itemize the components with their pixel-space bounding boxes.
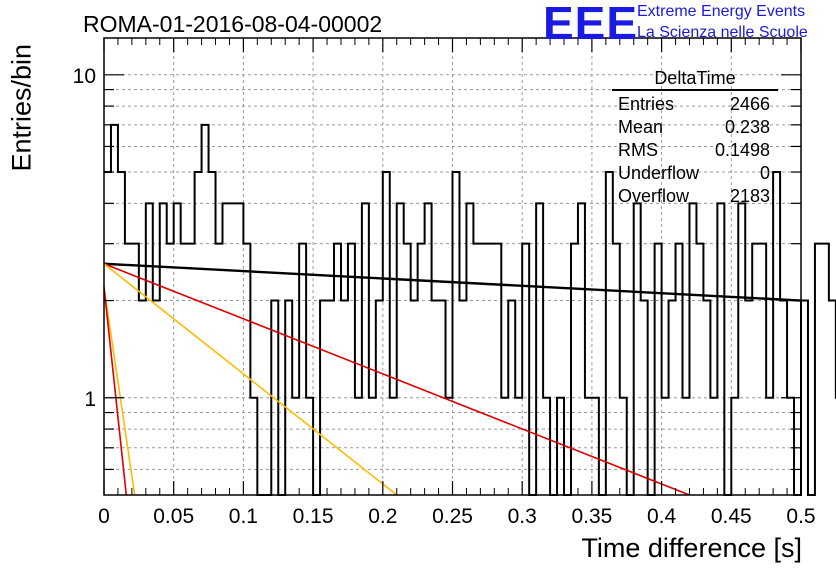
logo-line-1: Extreme Energy Events (637, 3, 806, 20)
stats-label: Entries (618, 94, 675, 114)
stats-divider (612, 89, 778, 91)
y-axis-label: Entries/bin (6, 43, 37, 172)
fit-line (103, 263, 398, 496)
fit-line (103, 262, 802, 302)
stats-value: 0.238 (724, 117, 770, 137)
fit-lines (103, 262, 802, 496)
histogram-series (104, 123, 836, 496)
stats-value: 0.1498 (714, 140, 770, 160)
stats-value: 2183 (729, 186, 770, 206)
stats-label: Overflow (618, 186, 690, 206)
y-tick-label: 1 (84, 388, 96, 411)
stats-value: 2466 (729, 94, 770, 114)
stats-box: DeltaTime Entries 2466 Mean 0.238 RMS 0.… (612, 68, 778, 208)
eee-logo: EEE (543, 0, 639, 49)
chart-title: ROMA-01-2016-08-04-00002 (83, 11, 383, 37)
y-tick-label: 10 (73, 65, 96, 88)
x-tick-label: 0.15 (293, 505, 334, 528)
fit-line (103, 287, 128, 496)
stats-value: 0 (759, 163, 770, 183)
x-tick-label: 0.35 (571, 505, 612, 528)
x-tick-label: 0.2 (368, 505, 397, 528)
stats-row: Underflow 0 (612, 162, 778, 185)
fit-line (103, 287, 136, 496)
stats-row: Overflow 2183 (612, 185, 778, 208)
stats-label: Mean (618, 117, 664, 137)
x-tick-label: 0.25 (432, 505, 473, 528)
x-tick-label: 0.4 (647, 505, 677, 528)
y-axis-ticks: 1 10 (73, 65, 801, 471)
x-tick-label: 0.5 (786, 505, 815, 528)
logo-line-2: La Scienza nelle Scuole (637, 24, 808, 41)
x-axis-label: Time difference [s] (581, 533, 802, 563)
x-tick-label: 0.05 (153, 505, 194, 528)
x-tick-label: 0.3 (508, 505, 537, 528)
stats-row: RMS 0.1498 (612, 139, 778, 162)
fit-line (103, 263, 690, 496)
histogram-line (104, 123, 836, 496)
stats-title: DeltaTime (654, 68, 736, 88)
x-tick-label: 0.45 (711, 505, 752, 528)
stats-row: Entries 2466 (612, 93, 778, 116)
stats-label: RMS (618, 140, 658, 160)
x-tick-label: 0.1 (229, 505, 258, 528)
x-axis-ticks: 0 0.05 0.1 0.15 0.2 0.25 0.3 0.35 0.4 0.45 0.5 (98, 38, 816, 528)
stats-label: Underflow (618, 163, 700, 183)
x-tick-label: 0 (98, 505, 110, 528)
stats-row: Mean 0.238 (612, 116, 778, 139)
